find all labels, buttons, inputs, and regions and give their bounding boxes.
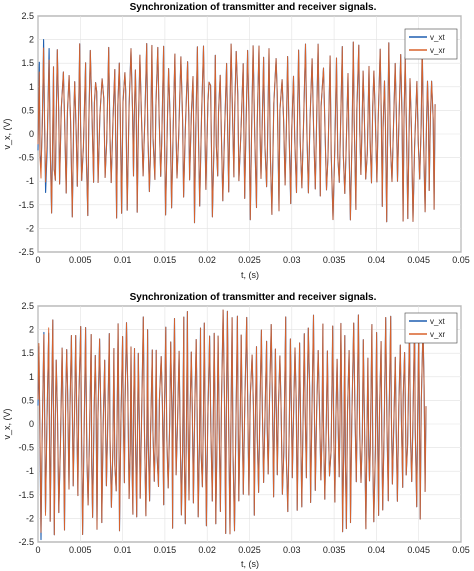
chart-2-y-tick-label: 2 bbox=[29, 325, 34, 335]
chart-2: Synchronization of transmitter and recei… bbox=[2, 292, 470, 569]
chart-2-x-tick-label: 0.015 bbox=[154, 545, 177, 555]
chart-1-y-tick-label: 2 bbox=[29, 35, 34, 45]
chart-2-legend-label-vxt: v_xt bbox=[430, 317, 445, 326]
chart-1-y-tick-label: 0 bbox=[29, 129, 34, 139]
chart-1-title: Synchronization of transmitter and recei… bbox=[130, 2, 377, 13]
chart-2-x-tick-label: 0.035 bbox=[323, 545, 346, 555]
chart-1-legend: v_xt v_xr bbox=[404, 28, 458, 60]
chart-2-x-tick-label: 0.01 bbox=[114, 545, 132, 555]
chart-1-x-tick-label: 0 bbox=[35, 255, 40, 265]
chart-2-y-tick-label: 1.5 bbox=[21, 348, 34, 358]
chart-2-y-tick-label: -2 bbox=[26, 513, 34, 523]
chart-2-y-tick-label: -1 bbox=[26, 466, 34, 476]
chart-2-legend-label-vxr: v_xr bbox=[430, 330, 445, 339]
chart-1-x-tick-label: 0.03 bbox=[283, 255, 301, 265]
chart-2-y-tick-label: -2.5 bbox=[18, 537, 34, 547]
chart-2-x-tick-label: 0.03 bbox=[283, 545, 301, 555]
chart-2-x-tick-label: 0.04 bbox=[368, 545, 386, 555]
chart-2-y-tick-label: 2.5 bbox=[21, 301, 34, 311]
chart-1-legend-label-vxt: v_xt bbox=[430, 33, 445, 42]
chart-2-x-tick-label: 0.05 bbox=[452, 545, 470, 555]
chart-2-y-tick-label: -0.5 bbox=[18, 443, 34, 453]
chart-1-x-tick-label: 0.015 bbox=[154, 255, 177, 265]
chart-1-x-tick-label: 0.025 bbox=[238, 255, 261, 265]
chart-2-y-axis-label: v_x, (V) bbox=[2, 408, 12, 439]
chart-1-x-tick-label: 0.005 bbox=[69, 255, 92, 265]
chart-2-x-tick-label: 0.005 bbox=[69, 545, 92, 555]
chart-2-legend: v_xt v_xr bbox=[404, 312, 458, 344]
chart-1-x-tick-label: 0.02 bbox=[198, 255, 216, 265]
chart-1-y-tick-label: -2 bbox=[26, 223, 34, 233]
chart-2-y-tick-label: 0.5 bbox=[21, 395, 34, 405]
chart-2-y-tick-label: 0 bbox=[29, 419, 34, 429]
chart-1-y-tick-label: -0.5 bbox=[18, 153, 34, 163]
chart-2-y-tick-label: 1 bbox=[29, 372, 34, 382]
chart-1-x-tick-label: 0.035 bbox=[323, 255, 346, 265]
chart-1-y-tick-label: -2.5 bbox=[18, 247, 34, 257]
chart-1-y-tick-label: 1 bbox=[29, 82, 34, 92]
chart-1-x-tick-label: 0.045 bbox=[407, 255, 430, 265]
chart-1-y-tick-label: 1.5 bbox=[21, 58, 34, 68]
chart-1-x-axis-label: t, (s) bbox=[241, 270, 259, 280]
chart-1-legend-box bbox=[404, 28, 458, 60]
chart-2-x-tick-label: 0 bbox=[35, 545, 40, 555]
chart-2-x-axis-label: t, (s) bbox=[241, 559, 259, 569]
chart-1-legend-label-vxr: v_xr bbox=[430, 46, 445, 55]
chart-1-y-axis-label: v_x, (V) bbox=[2, 118, 12, 149]
chart-1-y-tick-label: 0.5 bbox=[21, 105, 34, 115]
chart-2-series-vxr-line bbox=[37, 309, 427, 536]
chart-2-x-tick-label: 0.045 bbox=[407, 545, 430, 555]
chart-2-x-tick-label: 0.02 bbox=[198, 545, 216, 555]
chart-2-title: Synchronization of transmitter and recei… bbox=[130, 292, 377, 303]
chart-1-y-tick-label: -1 bbox=[26, 176, 34, 186]
chart-2-y-tick-label: -1.5 bbox=[18, 490, 34, 500]
chart-1: Synchronization of transmitter and recei… bbox=[2, 2, 470, 280]
chart-1-series-vxr-line bbox=[37, 41, 436, 224]
chart-1-y-tick-label: -1.5 bbox=[18, 200, 34, 210]
chart-2-legend-box bbox=[404, 312, 458, 344]
chart-1-x-tick-label: 0.05 bbox=[452, 255, 470, 265]
chart-1-x-tick-label: 0.01 bbox=[114, 255, 132, 265]
chart-2-x-tick-label: 0.025 bbox=[238, 545, 261, 555]
chart-1-x-tick-label: 0.04 bbox=[368, 255, 386, 265]
chart-1-y-tick-label: 2.5 bbox=[21, 11, 34, 21]
